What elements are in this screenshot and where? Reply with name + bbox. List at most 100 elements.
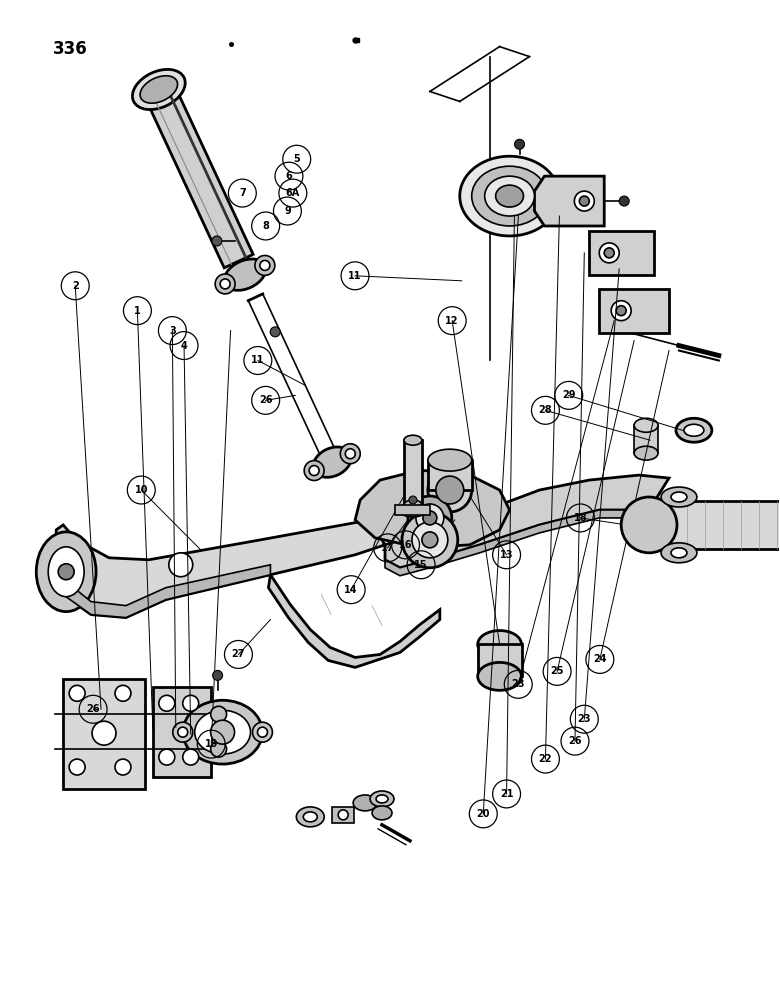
Ellipse shape: [340, 444, 360, 464]
Text: 6A: 6A: [285, 188, 300, 198]
Text: 22: 22: [539, 754, 552, 764]
Text: 7: 7: [239, 188, 246, 198]
Ellipse shape: [92, 721, 116, 745]
Text: 8: 8: [262, 221, 269, 231]
Ellipse shape: [495, 185, 523, 207]
Polygon shape: [385, 475, 669, 568]
Ellipse shape: [634, 418, 658, 432]
Circle shape: [212, 236, 222, 246]
Text: 14: 14: [345, 585, 358, 595]
Text: 9: 9: [284, 206, 291, 216]
Ellipse shape: [370, 791, 394, 807]
Text: 21: 21: [500, 789, 513, 799]
Ellipse shape: [621, 497, 677, 553]
Ellipse shape: [459, 156, 559, 236]
Ellipse shape: [580, 196, 589, 206]
Ellipse shape: [48, 547, 84, 597]
Ellipse shape: [255, 255, 275, 275]
Text: 27: 27: [232, 649, 245, 659]
Text: 28: 28: [539, 405, 552, 415]
Ellipse shape: [220, 279, 230, 289]
Ellipse shape: [661, 487, 697, 507]
Ellipse shape: [183, 749, 199, 765]
Polygon shape: [385, 510, 649, 576]
Text: 19: 19: [204, 739, 218, 749]
Ellipse shape: [304, 461, 324, 481]
Text: 13: 13: [500, 550, 513, 560]
Polygon shape: [144, 83, 254, 268]
Ellipse shape: [612, 301, 631, 321]
Ellipse shape: [671, 492, 687, 502]
Ellipse shape: [634, 446, 658, 460]
Ellipse shape: [69, 685, 85, 701]
Bar: [477, 644, 522, 676]
Ellipse shape: [178, 727, 188, 737]
Ellipse shape: [195, 710, 250, 754]
Bar: [599, 289, 669, 333]
Bar: [153, 687, 211, 777]
Ellipse shape: [115, 759, 131, 775]
Text: 6: 6: [285, 171, 292, 181]
Ellipse shape: [159, 749, 175, 765]
Ellipse shape: [339, 810, 348, 820]
Text: 23: 23: [512, 679, 525, 689]
Ellipse shape: [36, 532, 96, 612]
Text: 1: 1: [134, 306, 140, 316]
Ellipse shape: [253, 722, 272, 742]
Circle shape: [270, 327, 280, 337]
Ellipse shape: [477, 631, 522, 658]
Text: 336: 336: [53, 40, 88, 58]
Ellipse shape: [303, 812, 317, 822]
Text: 29: 29: [562, 390, 576, 400]
Ellipse shape: [604, 248, 614, 258]
Polygon shape: [355, 470, 509, 548]
Text: 18: 18: [573, 513, 587, 523]
Text: 26: 26: [87, 704, 100, 714]
Text: 2: 2: [72, 281, 79, 291]
Bar: [395, 505, 430, 515]
Ellipse shape: [58, 564, 74, 580]
Ellipse shape: [215, 274, 235, 294]
Bar: [649, 501, 780, 549]
Ellipse shape: [346, 449, 355, 459]
Text: 16: 16: [399, 540, 413, 550]
Circle shape: [213, 670, 222, 680]
Bar: [332, 807, 354, 823]
Polygon shape: [268, 575, 440, 667]
Ellipse shape: [436, 476, 464, 504]
Text: 4: 4: [181, 341, 187, 351]
Ellipse shape: [408, 496, 452, 540]
Text: 26: 26: [568, 736, 582, 746]
Ellipse shape: [671, 548, 687, 558]
Text: 3: 3: [169, 326, 176, 336]
Text: 10: 10: [134, 485, 148, 495]
Ellipse shape: [574, 191, 594, 211]
Ellipse shape: [404, 500, 422, 510]
Text: 15: 15: [414, 560, 428, 570]
Ellipse shape: [133, 69, 185, 110]
Text: 11: 11: [251, 355, 264, 365]
Ellipse shape: [140, 76, 178, 103]
Ellipse shape: [599, 243, 619, 263]
Ellipse shape: [211, 720, 235, 744]
Ellipse shape: [404, 435, 422, 445]
Ellipse shape: [428, 468, 472, 512]
Text: 11: 11: [349, 271, 362, 281]
Text: 12: 12: [445, 316, 459, 326]
Ellipse shape: [225, 259, 266, 290]
Ellipse shape: [676, 418, 712, 442]
Ellipse shape: [422, 532, 438, 548]
Bar: [634, 425, 658, 453]
Text: 24: 24: [593, 654, 607, 664]
Ellipse shape: [423, 511, 437, 525]
Text: 20: 20: [477, 809, 490, 819]
Ellipse shape: [401, 507, 425, 517]
Bar: [63, 679, 145, 789]
Ellipse shape: [183, 695, 199, 711]
Text: 5: 5: [293, 154, 300, 164]
Bar: [404, 440, 422, 505]
Ellipse shape: [376, 795, 388, 803]
Ellipse shape: [484, 176, 534, 216]
Ellipse shape: [684, 424, 704, 436]
Bar: [428, 460, 472, 490]
